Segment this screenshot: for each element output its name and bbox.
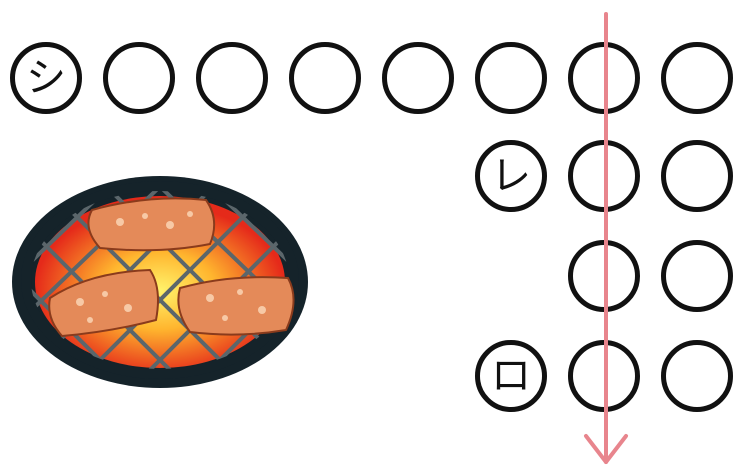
meat-slices: [48, 197, 295, 338]
cell-r1-c2[interactable]: [103, 42, 175, 114]
cell-r2-c8[interactable]: [661, 140, 733, 212]
cell-r1-c6[interactable]: [475, 42, 547, 114]
cell-r4-c6[interactable]: ロ: [475, 340, 547, 412]
cell-r1-c7[interactable]: [568, 42, 640, 114]
cell-r1-c4[interactable]: [289, 42, 361, 114]
cell-r4-c8[interactable]: [661, 340, 733, 412]
cell-r3-c7[interactable]: [568, 240, 640, 312]
cell-r1-c1[interactable]: シ: [10, 42, 82, 114]
cell-r1-c3[interactable]: [196, 42, 268, 114]
cell-r1-c5[interactable]: [382, 42, 454, 114]
cell-r2-c6[interactable]: レ: [475, 140, 547, 212]
cell-r1-c8[interactable]: [661, 42, 733, 114]
yakiniku-grill-illustration: [12, 176, 308, 388]
cell-r3-c8[interactable]: [661, 240, 733, 312]
cell-r4-c7[interactable]: [568, 340, 640, 412]
cell-r2-c7[interactable]: [568, 140, 640, 212]
